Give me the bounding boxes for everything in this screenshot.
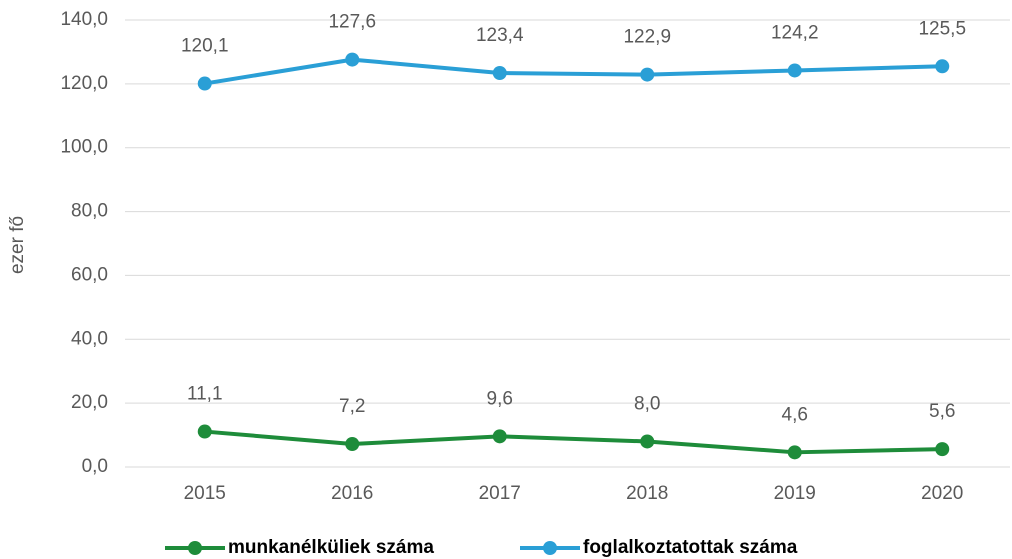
data-point <box>197 76 212 91</box>
data-point <box>345 437 360 452</box>
data-label: 9,6 <box>487 388 513 409</box>
data-point <box>787 63 802 78</box>
x-tick-label: 2015 <box>184 483 226 504</box>
y-tick-label: 140,0 <box>60 9 108 30</box>
y-tick-label: 40,0 <box>71 328 108 349</box>
data-point <box>640 67 655 82</box>
data-label: 5,6 <box>929 401 955 422</box>
x-tick-label: 2019 <box>774 483 816 504</box>
data-label: 124,2 <box>771 22 819 43</box>
data-point <box>197 424 212 439</box>
data-label: 122,9 <box>623 27 671 48</box>
data-label: 8,0 <box>634 393 660 414</box>
legend-label: munkanélküliek száma <box>228 537 434 558</box>
x-tick-label: 2020 <box>921 483 963 504</box>
legend-marker <box>188 541 202 555</box>
data-point <box>345 52 360 67</box>
x-tick-label: 2016 <box>331 483 373 504</box>
y-tick-label: 120,0 <box>60 73 108 94</box>
data-label: 7,2 <box>339 396 365 417</box>
data-label: 120,1 <box>181 36 229 57</box>
data-point <box>787 445 802 460</box>
data-label: 125,5 <box>918 18 966 39</box>
data-point <box>935 59 950 74</box>
data-label: 4,6 <box>782 404 808 425</box>
y-tick-label: 60,0 <box>71 264 108 285</box>
data-point <box>492 66 507 81</box>
series-line <box>204 429 943 455</box>
y-tick-label: 80,0 <box>71 201 108 222</box>
x-tick-label: 2017 <box>479 483 521 504</box>
series-line <box>204 57 943 86</box>
y-axis-label: ezer fő <box>7 216 28 274</box>
data-label: 127,6 <box>328 12 376 33</box>
data-label: 11,1 <box>187 384 223 405</box>
y-tick-label: 0,0 <box>82 456 108 477</box>
data-point <box>935 442 950 457</box>
legend-marker <box>543 541 557 555</box>
data-point <box>492 429 507 444</box>
data-label: 123,4 <box>476 25 524 46</box>
y-tick-label: 100,0 <box>60 137 108 158</box>
y-tick-label: 20,0 <box>71 392 108 413</box>
x-tick-label: 2018 <box>626 483 668 504</box>
legend-label: foglalkoztatottak száma <box>583 537 798 558</box>
data-point <box>640 434 655 449</box>
